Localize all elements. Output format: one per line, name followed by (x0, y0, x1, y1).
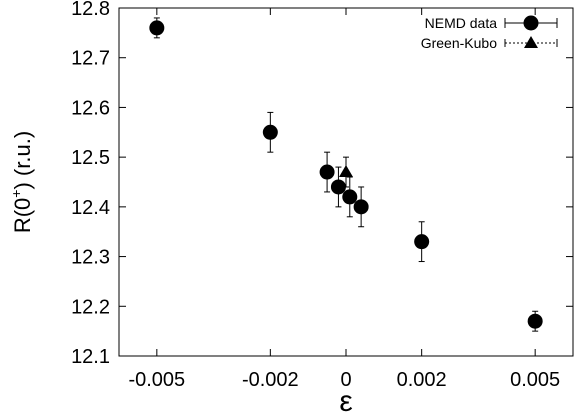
data-point-nemd (414, 234, 430, 250)
data-point-nemd (353, 199, 369, 215)
x-tick-label: -0.005 (128, 369, 185, 391)
y-axis-ticks: 12.1 12.2 12.3 12.4 12.5 12.6 12.7 12.8 (71, 0, 573, 368)
y-axis-title-tail: ) (r.u.) (10, 131, 35, 190)
legend: NEMD data Green-Kubo (421, 15, 558, 51)
x-axis-ticks: -0.005 -0.002 0 0.002 0.005 (128, 8, 560, 391)
y-tick-label: 12.7 (71, 48, 110, 70)
y-tick-label: 12.2 (71, 296, 110, 318)
y-axis-title-superscript: + (8, 190, 24, 198)
x-tick-label: 0 (340, 369, 351, 391)
x-tick-label: 0.005 (510, 369, 560, 391)
y-axis-title: R(0+) (r.u.) (8, 131, 35, 233)
data-point-nemd (149, 20, 165, 36)
legend-symbol-nemd (504, 15, 558, 31)
y-tick-label: 12.8 (71, 0, 110, 20)
data-point-nemd (262, 124, 278, 140)
y-tick-label: 12.1 (71, 346, 110, 368)
y-tick-label: 12.3 (71, 247, 110, 269)
data-markers (149, 20, 543, 329)
x-tick-label: 0.002 (397, 369, 447, 391)
data-point-nemd (527, 313, 543, 329)
data-point-green-kubo (339, 165, 353, 178)
legend-label-nemd: NEMD data (425, 15, 498, 31)
data-point-nemd (342, 189, 358, 205)
y-axis-title-base: R(0 (10, 198, 35, 233)
y-tick-label: 12.6 (71, 97, 110, 119)
legend-symbol-green-kubo (504, 36, 558, 48)
x-axis-title: ε (339, 385, 352, 415)
legend-label-green-kubo: Green-Kubo (421, 35, 497, 51)
x-tick-label: -0.002 (242, 369, 299, 391)
y-tick-label: 12.5 (71, 147, 110, 169)
y-tick-label: 12.4 (71, 197, 110, 219)
data-point-nemd (330, 179, 346, 195)
data-point-nemd (319, 164, 335, 180)
